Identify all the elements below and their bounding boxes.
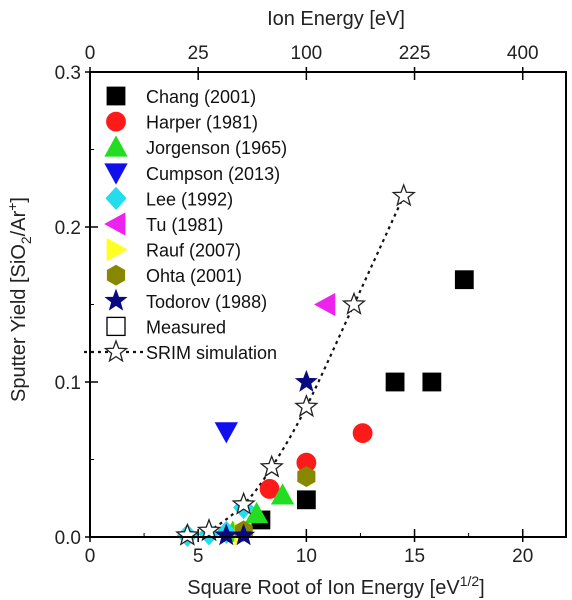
x-tick-label: 15 [404,546,425,567]
x-tick-label: 10 [296,546,317,567]
point-chang-2001 [386,373,404,391]
data-points [177,185,473,546]
point-chang-2001 [297,491,315,509]
top-tick-label: 400 [507,43,539,64]
y-axis-title-part: + [4,203,20,211]
y-axis-title-part: ] [8,197,30,203]
x-axis-title-tail: ] [479,577,485,599]
top-tick-label: 25 [188,43,209,64]
legend-marker-harper-1981 [107,112,126,131]
y-axis-title: Sputter Yield [SiO2/Ar+] [4,197,34,402]
top-tick-label: 0 [85,43,96,64]
point-srim-simulation [296,396,317,416]
y-tick-label: 0.1 [55,373,81,394]
legend-marker-srim-simulation [106,341,127,361]
y-axis-title-part: /Ar [8,210,30,236]
legend-label-tu-1981: Tu (1981) [146,215,223,235]
x-axis-title: Square Root of Ion Energy [eV1/2] [187,573,484,599]
legend: Chang (2001) Harper (1981) Jorgenson (1965… [84,87,287,363]
x-tick-label: 20 [512,546,533,567]
legend-marker-todorov-1988 [106,290,127,310]
legend-marker-cumpson-2013 [105,164,127,184]
legend-label-measured: Measured [146,317,226,337]
legend-label-jorgenson-1965: Jorgenson (1965) [146,138,287,158]
y-axis-title-part: 2 [18,236,34,244]
x-tick-label: 0 [85,546,96,567]
y-tick-label: 0.3 [55,63,81,84]
legend-marker-ohta-2001 [107,265,124,285]
axis-ticks: 0 5 10 15 20 0 25 100 225 400 0.0 0.1 0.2 0.3 [55,43,539,567]
x-axis-title-superscript: 1/2 [460,573,480,589]
legend-label-rauf-2007: Rauf (2007) [146,241,241,261]
legend-label-srim-simulation: SRIM simulation [146,343,277,363]
y-axis-title-part: Sputter Yield [SiO [8,244,30,402]
legend-label-chang-2001: Chang (2001) [146,87,256,107]
top-tick-label: 100 [291,43,323,64]
legend-marker-tu-1981 [105,213,125,235]
legend-marker-jorgenson-1965 [105,136,127,156]
legend-label-lee-1992: Lee (1992) [146,189,233,209]
legend-label-ohta-2001: Ohta (2001) [146,266,242,286]
point-chang-2001 [423,373,441,391]
point-cumpson-2013 [215,423,237,443]
legend-marker-lee-1992 [106,187,126,209]
y-tick-label: 0.2 [55,218,81,239]
point-harper-1981 [353,424,372,443]
point-srim-simulation [261,456,282,476]
legend-marker-chang-2001 [107,87,125,105]
top-tick-label: 225 [399,43,431,64]
x-tick-label: 5 [193,546,204,567]
legend-label-cumpson-2013: Cumpson (2013) [146,164,280,184]
legend-label-todorov-1988: Todorov (1988) [146,292,267,312]
y-tick-label: 0.0 [55,528,81,549]
point-srim-simulation [344,294,365,314]
top-axis-title: Ion Energy [eV] [267,8,405,30]
point-srim-simulation [393,185,414,205]
point-todorov-1988 [296,371,317,391]
point-tu-1981 [315,294,335,316]
legend-marker-rauf-2007 [107,239,127,261]
legend-label-harper-1981: Harper (1981) [146,113,258,133]
legend-marker-measured [107,317,125,335]
point-chang-2001 [455,271,473,289]
